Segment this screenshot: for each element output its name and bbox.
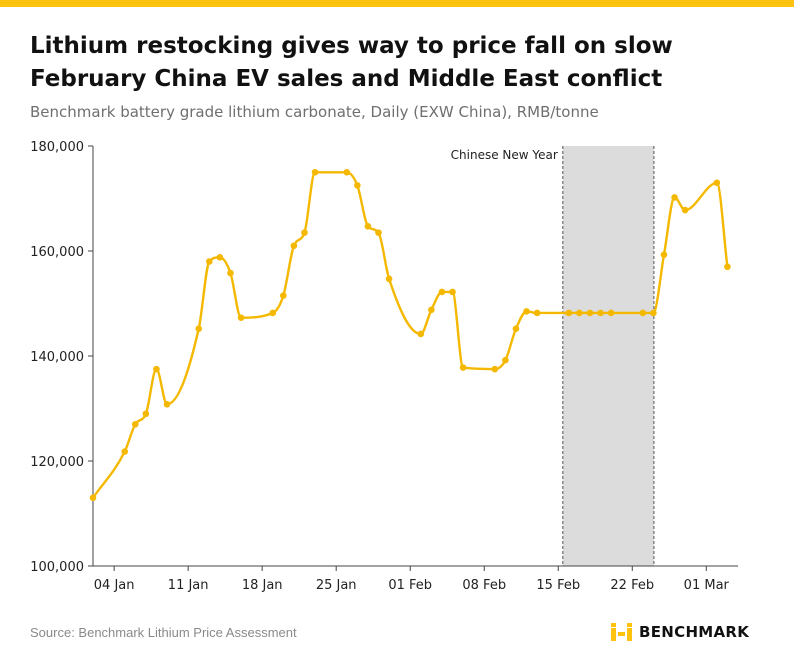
data-point (195, 325, 203, 333)
data-point (280, 292, 287, 299)
x-tick-label: 01 Mar (684, 578, 730, 593)
y-tick-label: 160,000 (30, 245, 84, 260)
x-tick-label: 01 Feb (388, 578, 432, 593)
shaded-period-label-0: Chinese New Year (451, 148, 558, 162)
axis-layer: 100,000 120,000 140,000 160,000 180,000 04 Ja… (30, 140, 738, 593)
data-point (290, 242, 298, 250)
data-point (417, 330, 425, 338)
shaded-period-layer: Chinese New Year (451, 146, 655, 566)
data-point (121, 448, 129, 455)
benchmark-logo-icon (611, 623, 632, 641)
y-tick-label: 100,000 (30, 560, 84, 575)
data-point (565, 309, 573, 317)
data-point (639, 309, 647, 317)
y-tick-label: 140,000 (30, 350, 84, 365)
data-point (449, 288, 456, 296)
data-point (576, 309, 583, 317)
data-point (311, 168, 319, 176)
chart-subtitle: Benchmark battery grade lithium carbonat… (30, 103, 599, 121)
data-point (533, 309, 541, 317)
y-tick-label: 180,000 (30, 140, 84, 155)
data-point (385, 275, 393, 283)
chart-title-line-1: Lithium restocking gives way to price fa… (30, 33, 673, 59)
data-point (343, 168, 351, 176)
data-point (713, 179, 721, 187)
data-point (586, 309, 594, 317)
data-point (502, 356, 509, 364)
shaded-period-0 (562, 146, 654, 566)
data-point (237, 314, 245, 321)
data-point (724, 263, 731, 271)
data-point (671, 194, 678, 201)
series-layer (89, 168, 731, 502)
data-point (227, 269, 234, 277)
data-point (607, 309, 615, 317)
data-point (269, 309, 277, 317)
y-tick-label: 120,000 (30, 455, 84, 470)
x-tick-label: 04 Jan (94, 578, 135, 593)
data-point (459, 364, 467, 371)
data-point (428, 306, 435, 314)
data-point (660, 251, 668, 258)
x-tick-label: 15 Feb (536, 578, 580, 593)
data-point (364, 223, 372, 230)
data-point (512, 325, 520, 333)
data-point (438, 288, 446, 296)
data-point (206, 258, 213, 265)
top-accent-bar (0, 0, 794, 7)
data-point (131, 420, 139, 428)
data-point (681, 206, 689, 214)
data-point (153, 365, 160, 373)
data-point (354, 182, 361, 189)
data-point (163, 401, 171, 408)
data-point (142, 410, 150, 418)
brand-logo: BENCHMARK (610, 621, 749, 643)
x-tick-label: 08 Feb (462, 578, 506, 593)
source-note: Source: Benchmark Lithium Price Assessme… (30, 625, 297, 640)
chart-title: Lithium restocking gives way to price fa… (30, 30, 770, 96)
data-point (89, 494, 97, 502)
data-point (523, 308, 530, 315)
data-point (301, 229, 308, 236)
data-point (650, 309, 657, 317)
data-point (375, 229, 382, 236)
brand-name: BENCHMARK (639, 623, 750, 641)
x-tick-label: 18 Jan (242, 578, 283, 593)
chart-title-line-2: February China EV sales and Middle East … (30, 66, 663, 92)
x-tick-label: 25 Jan (316, 578, 357, 593)
x-tick-label: 11 Jan (168, 578, 209, 593)
data-point (597, 309, 604, 317)
data-point (491, 365, 499, 373)
x-tick-label: 22 Feb (610, 578, 654, 593)
data-point (216, 253, 224, 261)
